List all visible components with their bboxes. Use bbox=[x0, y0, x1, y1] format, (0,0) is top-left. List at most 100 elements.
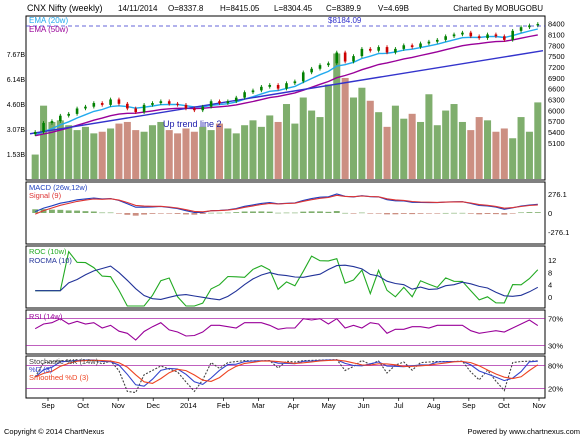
candle-body bbox=[243, 92, 246, 98]
rsi-tick-label: 70% bbox=[548, 315, 563, 324]
macd-histogram-bar bbox=[241, 211, 248, 213]
volume-bar bbox=[165, 130, 173, 179]
x-tick-label: Jun bbox=[358, 401, 370, 410]
volume-bar bbox=[148, 125, 156, 179]
x-tick-label: Nov bbox=[532, 401, 546, 410]
macd-histogram-bar bbox=[501, 213, 508, 215]
volume-bar bbox=[425, 94, 433, 179]
candle-body bbox=[301, 72, 305, 82]
volume-bar bbox=[433, 125, 441, 179]
volume-bar bbox=[224, 128, 232, 179]
x-tick-label: Sep bbox=[462, 401, 475, 410]
x-tick-label: Aug bbox=[427, 401, 440, 410]
candle-body bbox=[452, 34, 456, 37]
macd-histogram-bar bbox=[384, 213, 390, 215]
x-tick-label: Mar bbox=[252, 401, 265, 410]
candle-body bbox=[276, 85, 280, 89]
macd-histogram-bar bbox=[526, 212, 533, 213]
candle-body bbox=[343, 52, 347, 62]
ema50-line bbox=[35, 34, 538, 137]
macd-histogram-bar bbox=[65, 210, 72, 213]
price-tick-label: 7200 bbox=[548, 63, 565, 72]
macd-histogram-bar bbox=[317, 211, 323, 213]
macd-histogram-bar bbox=[157, 213, 164, 214]
macd-histogram-bar bbox=[199, 213, 206, 214]
roc-tick-label: 0 bbox=[548, 293, 552, 302]
candle-body bbox=[176, 103, 179, 105]
macd-histogram-bar bbox=[107, 212, 114, 214]
candle-body bbox=[486, 34, 489, 39]
volume-bar bbox=[140, 131, 148, 179]
macd-histogram-bar bbox=[208, 212, 215, 214]
candle-body bbox=[410, 45, 414, 48]
legend-rsi: RSI (14w) bbox=[29, 312, 63, 321]
volume-bar bbox=[274, 121, 282, 179]
candle-body bbox=[536, 23, 540, 26]
macd-histogram-bar bbox=[476, 213, 483, 215]
macd-histogram-bar bbox=[509, 213, 516, 214]
macd-histogram-bar bbox=[484, 213, 491, 214]
volume-bar bbox=[400, 118, 408, 179]
macd-histogram-bar bbox=[417, 213, 424, 214]
legend-rocma: ROCMA (10) bbox=[29, 256, 72, 265]
macd-tick-label: 0 bbox=[548, 209, 552, 218]
legend-macd: MACD (26w,12w) bbox=[29, 183, 88, 192]
volume-bar bbox=[291, 123, 299, 179]
open-value: O=8337.8 bbox=[168, 4, 204, 13]
candle-body bbox=[394, 48, 397, 53]
macd-histogram-bar bbox=[518, 212, 524, 214]
stoch-tick-label: 20% bbox=[548, 384, 563, 393]
volume-bar bbox=[341, 77, 349, 179]
macd-histogram-bar bbox=[99, 212, 106, 214]
price-tick-label: 7500 bbox=[548, 52, 565, 61]
price-tick-label: 8400 bbox=[548, 20, 565, 29]
rsi-tick-label: 30% bbox=[548, 341, 563, 350]
volume-value: V=4.69B bbox=[378, 4, 409, 13]
volume-tick-label: 1.53B bbox=[7, 152, 26, 159]
legend-ema50: EMA (50w) bbox=[29, 25, 68, 34]
macd-histogram-bar bbox=[90, 211, 97, 213]
macd-histogram-bar bbox=[434, 213, 441, 214]
macd-histogram-bar bbox=[400, 213, 407, 214]
macd-histogram-bar bbox=[266, 211, 273, 213]
volume-bar bbox=[484, 120, 492, 179]
legend-signal: Signal (9) bbox=[29, 191, 62, 200]
volume-bar bbox=[391, 105, 399, 179]
volume-bar bbox=[349, 97, 358, 179]
candle-body bbox=[368, 48, 372, 51]
rocma-line bbox=[35, 264, 539, 301]
candle-body bbox=[444, 36, 447, 40]
x-tick-label: Oct bbox=[77, 401, 90, 410]
volume-bar bbox=[458, 121, 466, 179]
x-tick-label: Sep bbox=[41, 401, 54, 410]
candle-body bbox=[50, 121, 54, 123]
volume-tick-label: 7.67B bbox=[7, 52, 26, 59]
chart-title: CNX Nifty (weekly) bbox=[27, 3, 103, 13]
x-tick-label: Dec bbox=[147, 401, 161, 410]
candle-body bbox=[435, 39, 439, 42]
macd-histogram-bar bbox=[174, 213, 181, 214]
stoch-tick-label: 80% bbox=[548, 362, 563, 371]
candle-body bbox=[519, 27, 523, 31]
price-tick-label: 8100 bbox=[548, 30, 565, 39]
macd-histogram-bar bbox=[258, 211, 265, 213]
macd-histogram-bar bbox=[166, 213, 173, 214]
volume-bar bbox=[492, 131, 500, 179]
macd-histogram-bar bbox=[250, 211, 256, 213]
volume-bar bbox=[232, 133, 240, 179]
candle-body bbox=[67, 113, 70, 116]
volume-bar bbox=[408, 113, 416, 179]
volume-bar bbox=[48, 121, 56, 179]
volume-bar bbox=[31, 154, 39, 179]
x-tick-label: Nov bbox=[111, 401, 125, 410]
macd-histogram-bar bbox=[300, 211, 307, 213]
candle-body bbox=[310, 68, 313, 73]
macd-tick-label: -276.1 bbox=[548, 228, 569, 237]
candle-body bbox=[167, 101, 171, 104]
candle-body bbox=[251, 90, 255, 93]
candle-body bbox=[360, 48, 364, 57]
x-tick-label: 2014 bbox=[180, 401, 197, 410]
macd-histogram-bar bbox=[367, 213, 374, 214]
candle-body bbox=[318, 65, 322, 69]
